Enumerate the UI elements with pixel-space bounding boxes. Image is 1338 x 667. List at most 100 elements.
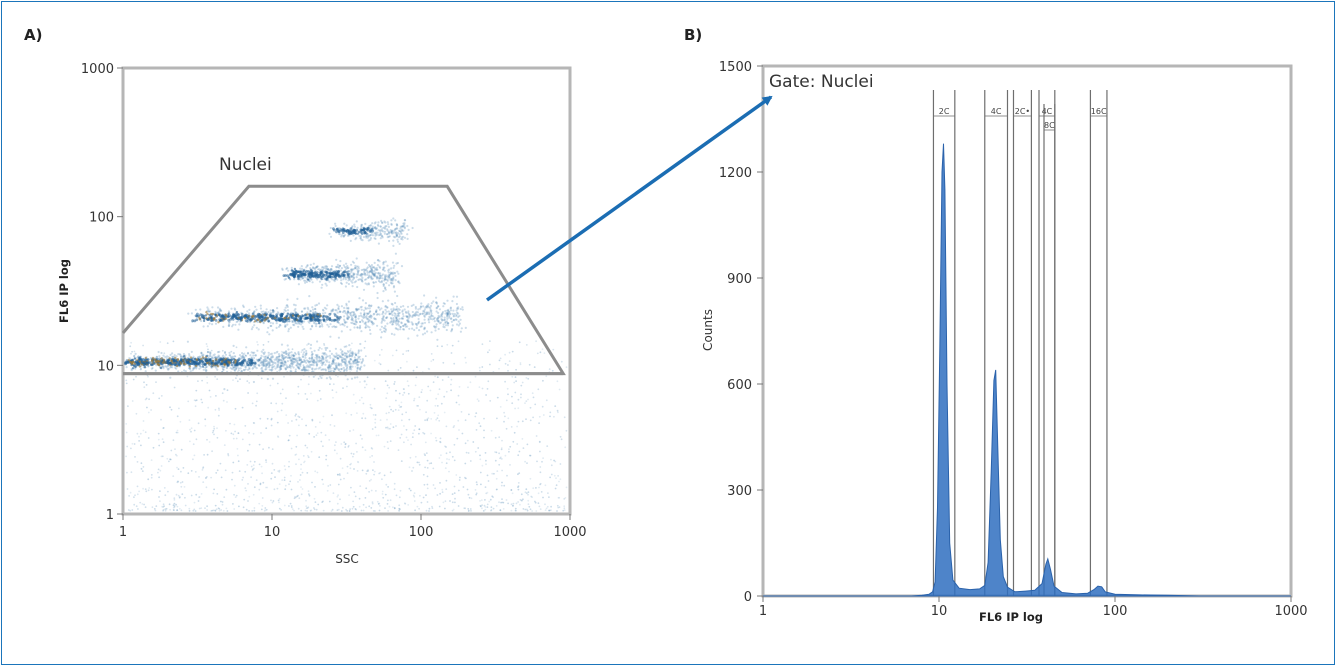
population-point	[357, 349, 360, 352]
population-core-point	[310, 315, 314, 318]
debris-point	[451, 501, 454, 504]
population-point	[369, 270, 372, 273]
population-point	[263, 351, 266, 354]
population-point	[233, 368, 236, 372]
debris-point	[162, 506, 165, 508]
debris-point	[499, 509, 502, 511]
population-point	[318, 359, 322, 362]
debris-point	[266, 364, 269, 366]
population-point	[399, 227, 402, 230]
debris-point	[425, 411, 427, 414]
debris-point	[408, 418, 411, 421]
debris-point	[441, 491, 444, 493]
population-point	[421, 312, 424, 315]
population-point	[378, 273, 381, 276]
debris-point	[449, 500, 451, 502]
population-point	[218, 309, 222, 312]
population-point	[354, 280, 358, 283]
population-point	[287, 366, 290, 369]
population-point	[402, 222, 405, 225]
debris-point	[194, 510, 197, 512]
population-core-point	[151, 363, 154, 366]
debris-point	[232, 461, 235, 464]
population-point	[426, 312, 429, 315]
debris-point	[157, 438, 160, 441]
population-point	[376, 324, 379, 327]
population-point	[388, 268, 391, 271]
debris-point	[361, 417, 363, 420]
population-point	[342, 278, 345, 281]
debris-point	[265, 508, 268, 511]
population-point	[233, 307, 236, 310]
population-point	[330, 310, 333, 313]
debris-point	[485, 492, 488, 495]
population-point	[355, 320, 358, 323]
population-point	[333, 362, 336, 365]
population-point	[283, 278, 286, 281]
population-point	[341, 358, 344, 361]
population-point	[294, 321, 297, 324]
population-point	[366, 283, 369, 286]
population-point	[286, 366, 289, 369]
population-point	[282, 357, 285, 360]
population-point	[346, 272, 350, 276]
population-point	[268, 357, 271, 361]
population-point	[340, 282, 343, 285]
population-point	[435, 301, 438, 304]
debris-point	[455, 474, 458, 476]
debris-point	[245, 489, 248, 492]
debris-point	[227, 454, 230, 457]
debris-point	[258, 488, 261, 491]
debris-point	[198, 496, 200, 499]
x-tick-label: 100	[1103, 604, 1128, 619]
population-point	[437, 305, 440, 308]
population-point	[398, 311, 401, 314]
debris-point	[246, 380, 249, 382]
population-point	[248, 357, 251, 361]
population-point	[301, 355, 304, 358]
population-point	[319, 375, 322, 378]
population-point	[189, 367, 192, 371]
debris-point	[467, 510, 470, 512]
population-point	[344, 278, 347, 281]
population-point	[374, 237, 377, 240]
population-point	[288, 351, 291, 354]
debris-point	[252, 493, 255, 496]
population-point	[329, 369, 333, 372]
population-point	[449, 306, 452, 309]
population-point	[350, 358, 353, 361]
debris-point	[336, 473, 339, 476]
population-point	[435, 306, 438, 309]
population-point	[443, 326, 446, 329]
debris-point	[322, 509, 325, 512]
population-point	[343, 354, 346, 357]
population-point	[411, 310, 414, 314]
debris-point	[499, 406, 502, 408]
population-point	[357, 363, 360, 366]
debris-point	[417, 405, 419, 407]
population-point	[328, 364, 331, 367]
population-core-point	[353, 228, 356, 232]
debris-point	[369, 456, 371, 458]
population-point	[350, 268, 353, 271]
debris-point	[278, 469, 281, 472]
debris-point	[464, 442, 467, 445]
population-point	[302, 365, 305, 368]
debris-point	[329, 424, 332, 426]
population-point	[343, 360, 346, 363]
population-point	[421, 333, 425, 336]
debris-point	[301, 471, 304, 474]
debris-point	[350, 486, 352, 489]
debris-point	[200, 507, 203, 509]
population-point	[237, 367, 240, 370]
population-point	[373, 237, 376, 240]
debris-point	[500, 484, 503, 487]
population-point	[355, 321, 358, 324]
debris-point	[399, 437, 402, 439]
population-core-point	[208, 313, 211, 317]
debris-point	[348, 510, 351, 512]
debris-point	[424, 441, 427, 444]
population-point	[347, 266, 350, 269]
debris-point	[383, 445, 386, 448]
population-point	[378, 313, 381, 316]
